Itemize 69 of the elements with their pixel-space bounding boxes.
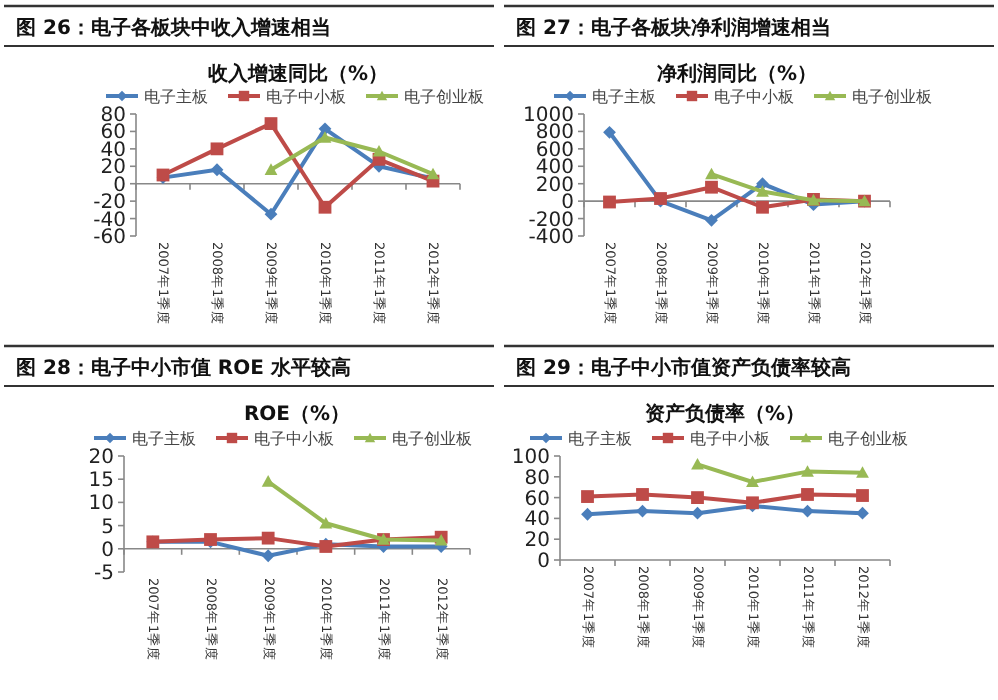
point <box>705 180 718 194</box>
chart-title: 图 27：电子各板块净利润增速相当 <box>516 16 831 40</box>
chart-subtitle: 收入增速同比（%） <box>207 62 389 86</box>
point <box>210 142 224 156</box>
y-tick-label: 60 <box>524 488 550 511</box>
point <box>705 167 718 180</box>
point <box>636 504 649 518</box>
point <box>210 163 224 177</box>
y-tick-label: 15 <box>88 470 114 493</box>
legend-label: 电子中小板 <box>266 88 346 106</box>
legend-label: 电子主板 <box>144 88 208 106</box>
point <box>581 507 594 521</box>
point <box>856 506 869 520</box>
y-tick-label: -400 <box>528 227 574 249</box>
legend-label: 电子创业板 <box>852 88 932 106</box>
y-tick-label: 20 <box>88 447 114 469</box>
point <box>318 131 332 143</box>
point <box>426 167 440 180</box>
point <box>319 516 333 529</box>
y-tick-label: 100 <box>511 447 550 469</box>
legend-label: 电子中小板 <box>714 88 794 106</box>
point <box>261 475 275 487</box>
y-tick-label: 0 <box>537 551 550 573</box>
point <box>801 488 814 501</box>
legend-label: 电子创业板 <box>828 430 908 448</box>
point <box>856 466 869 478</box>
chart-title: 图 29：电子中小市值资产负债率较高 <box>516 356 851 380</box>
point <box>318 122 332 136</box>
point <box>801 504 814 518</box>
point <box>372 145 386 157</box>
point <box>603 195 616 209</box>
point <box>756 200 769 214</box>
point <box>691 457 704 470</box>
legend-label: 电子主板 <box>132 430 196 448</box>
legend-label: 电子主板 <box>592 88 656 106</box>
legend-label: 电子创业板 <box>392 430 472 448</box>
point <box>801 465 814 477</box>
point <box>636 488 649 501</box>
point <box>261 549 275 563</box>
chart-subtitle: ROE（%） <box>243 404 351 426</box>
chart-title: 图 28：电子中小市值 ROE 水平较高 <box>16 356 351 380</box>
legend-label: 电子创业板 <box>404 88 484 106</box>
y-tick-label: 5 <box>101 516 114 539</box>
legend-label: 电子中小板 <box>690 430 770 448</box>
point <box>264 207 278 221</box>
y-tick-label: -5 <box>94 563 114 585</box>
point <box>756 185 769 197</box>
point <box>691 491 704 504</box>
y-tick-label: 40 <box>524 509 550 532</box>
y-tick-label: 80 <box>524 467 550 490</box>
legend-label: 电子中小板 <box>254 430 334 448</box>
chart-title: 图 26：电子各板块中收入增速相当 <box>16 16 331 40</box>
legend-label: 电子主板 <box>568 430 632 448</box>
y-tick-label: -60 <box>93 227 126 249</box>
point <box>264 117 278 130</box>
point <box>603 125 616 139</box>
y-tick-label: 0 <box>101 539 114 562</box>
point <box>318 200 332 214</box>
point <box>691 506 704 520</box>
point <box>746 475 759 488</box>
y-tick-label: 20 <box>524 530 550 553</box>
y-tick-label: 10 <box>88 493 114 516</box>
chart-subtitle: 资产负债率（%） <box>644 402 806 426</box>
point <box>264 163 278 175</box>
point <box>856 489 869 502</box>
point <box>705 213 718 227</box>
point <box>261 531 275 545</box>
chart-subtitle: 净利润同比（%） <box>656 62 818 86</box>
point <box>581 490 594 503</box>
